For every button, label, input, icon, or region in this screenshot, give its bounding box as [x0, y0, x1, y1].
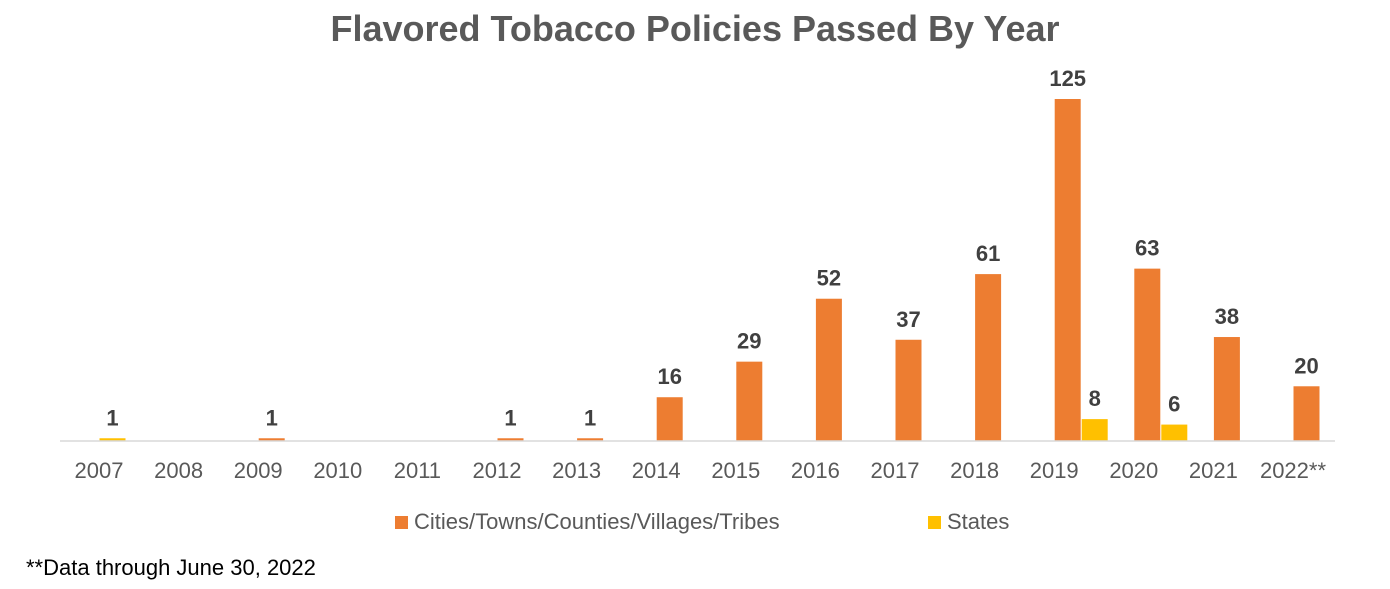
data-label: 1	[106, 405, 118, 430]
bar-cities	[258, 438, 285, 441]
legend-item-states: States	[928, 509, 1009, 535]
bar-cities	[815, 298, 842, 441]
bar-cities	[656, 397, 683, 441]
legend-swatch-states	[928, 515, 941, 529]
bar-cities	[577, 438, 604, 441]
data-label: 52	[817, 266, 841, 291]
x-tick-label: 2013	[552, 458, 601, 483]
data-label: 1	[584, 405, 596, 430]
bar-cities	[1054, 99, 1081, 441]
bar-states	[1081, 419, 1108, 441]
x-tick-label: 2020	[1109, 458, 1158, 483]
x-tick-label: 2009	[234, 458, 283, 483]
data-label: 1	[504, 405, 516, 430]
x-tick-label: 2016	[791, 458, 840, 483]
x-tick-label: 2022**	[1260, 458, 1327, 483]
data-label: 61	[976, 241, 1000, 266]
x-tick-label: 2021	[1189, 458, 1238, 483]
bar-cities	[1213, 337, 1240, 441]
bar-cities	[1293, 386, 1320, 441]
data-label: 20	[1294, 353, 1318, 378]
x-tick-label: 2018	[950, 458, 999, 483]
data-label: 38	[1215, 304, 1239, 329]
bar-cities	[1134, 268, 1161, 441]
bar-states	[99, 438, 126, 441]
x-tick-label: 2015	[711, 458, 760, 483]
data-label-states: 6	[1168, 392, 1180, 417]
data-label: 125	[1049, 66, 1086, 91]
data-label-states: 8	[1089, 386, 1101, 411]
x-tick-label: 2019	[1030, 458, 1079, 483]
x-tick-label: 2007	[75, 458, 124, 483]
x-tick-label: 2012	[473, 458, 522, 483]
data-label: 29	[737, 329, 761, 354]
bar-cities	[736, 361, 763, 441]
data-label: 1	[266, 405, 278, 430]
footnote: **Data through June 30, 2022	[26, 555, 316, 580]
chart-title: Flavored Tobacco Policies Passed By Year	[330, 8, 1060, 49]
bar-cities	[497, 438, 524, 441]
legend-label-states: States	[947, 509, 1010, 534]
data-label: 63	[1135, 236, 1159, 261]
x-tick-label: 2014	[632, 458, 681, 483]
bar-cities	[975, 274, 1002, 441]
x-tick-label: 2008	[154, 458, 203, 483]
bar-states	[1161, 424, 1188, 441]
bar-cities	[895, 339, 922, 441]
legend-label-cities: Cities/Towns/Counties/Villages/Tribes	[414, 509, 780, 534]
x-tick-label: 2011	[394, 458, 441, 483]
x-tick-label: 2010	[313, 458, 362, 483]
data-label: 16	[657, 364, 681, 389]
x-tick-label: 2017	[871, 458, 920, 483]
legend-swatch-cities	[395, 515, 408, 529]
legend-item-cities: Cities/Towns/Counties/Villages/Tribes	[395, 509, 780, 535]
data-label: 37	[896, 307, 920, 332]
